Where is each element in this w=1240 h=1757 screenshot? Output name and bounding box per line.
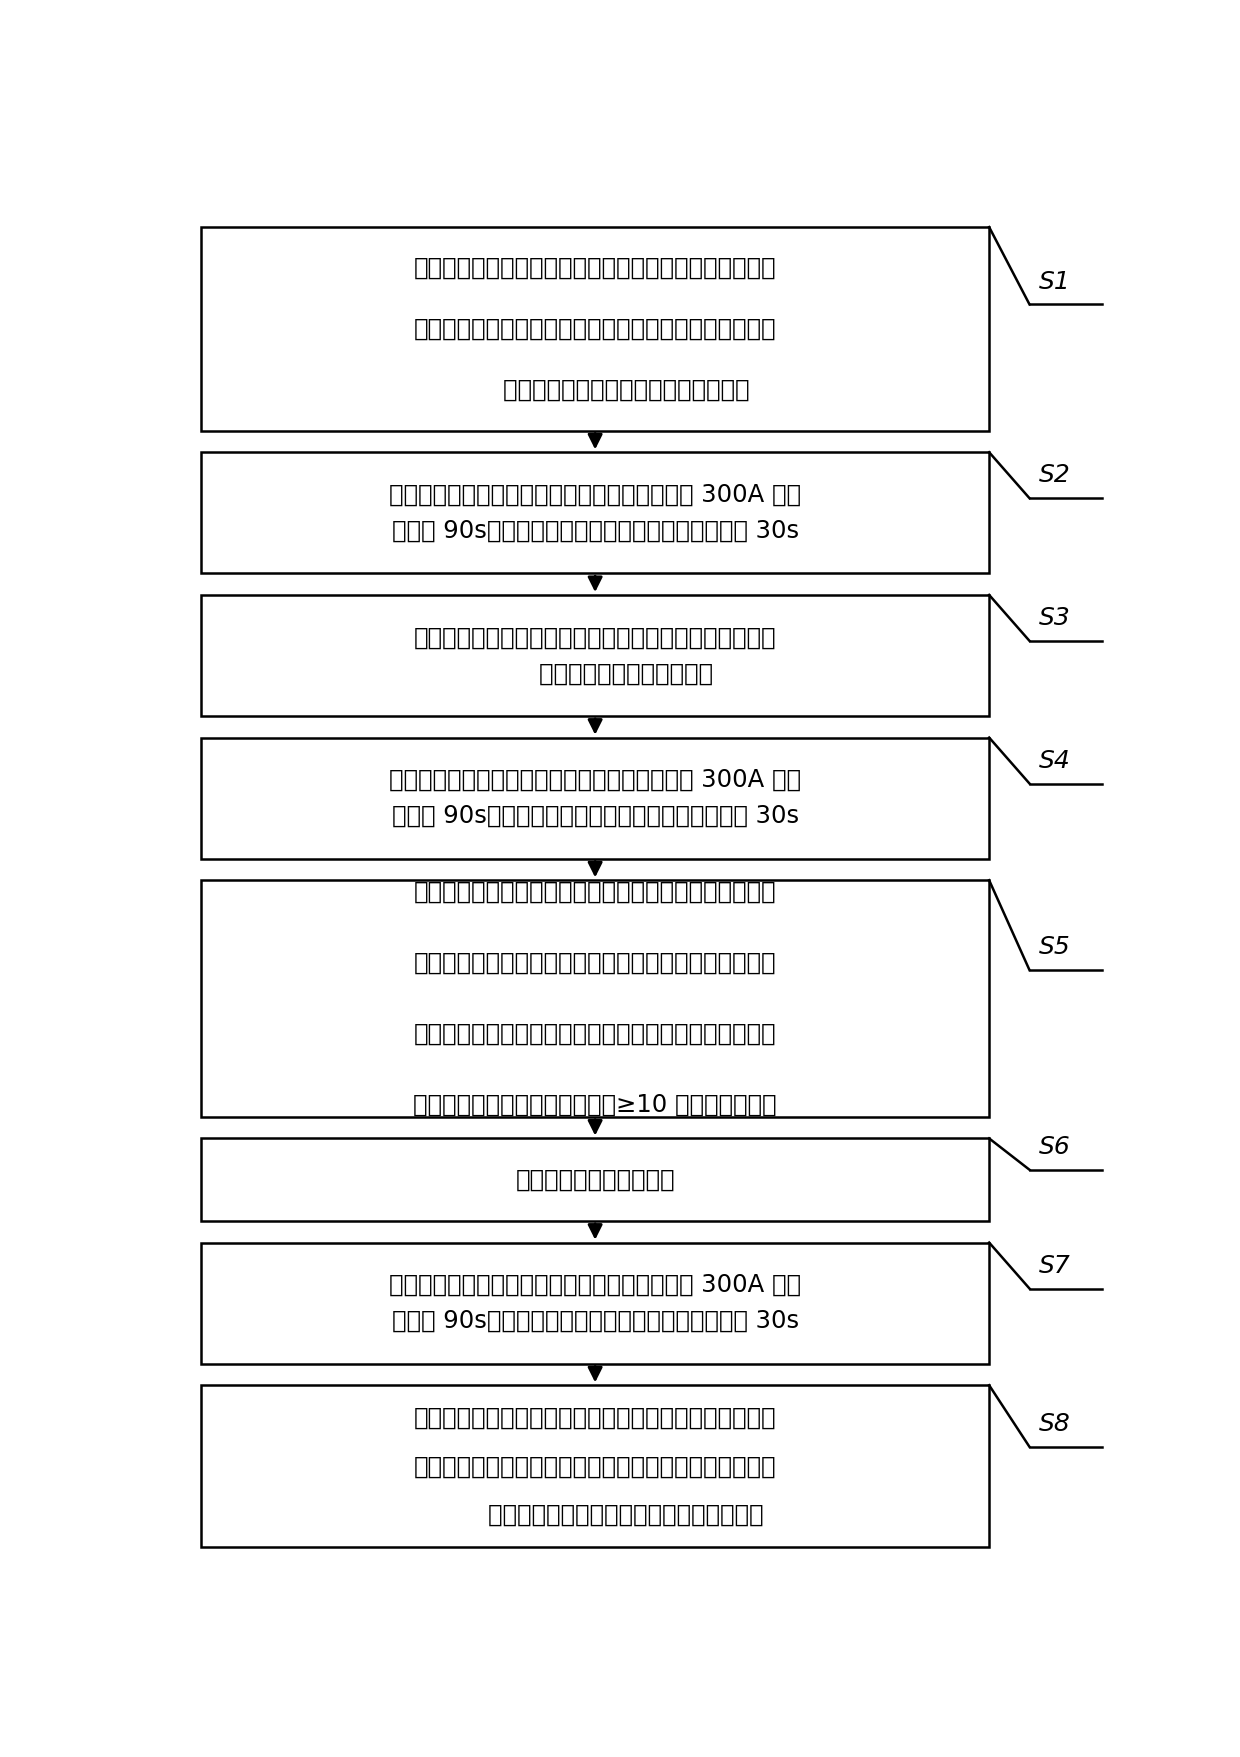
Text: 设定空气的第二温度，氢气的第二温度，空气的第一相对: 设定空气的第二温度，氢气的第二温度，空气的第一相对	[414, 625, 776, 650]
Bar	[201, 1242, 990, 1363]
Text: 的第一露点温度，氢气的第一露点温度: 的第一露点温度，氢气的第一露点温度	[441, 378, 749, 402]
Text: 设定空气的第二相对湿度: 设定空气的第二相对湿度	[516, 1168, 675, 1191]
Text: 向燃料电池电堆加载电流，并使燃料电池电堆在 300A 下持: 向燃料电池电堆加载电流，并使燃料电池电堆在 300A 下持	[389, 1272, 801, 1297]
Bar	[201, 452, 990, 573]
Bar	[201, 227, 990, 430]
Bar	[201, 596, 990, 715]
Text: 一步骤，直至所述输出功率不再升高，或所述平均电压不: 一步骤，直至所述输出功率不再升高，或所述平均电压不	[414, 1023, 776, 1045]
Text: S2: S2	[1039, 464, 1071, 487]
Text: 水的第一温度，空气的第一温度，氢气的第一温度，空气: 水的第一温度，空气的第一温度，氢气的第一温度，空气	[414, 316, 776, 341]
Text: 再升高，或重复上一步骤的次数≥10 次才进行下一步: 再升高，或重复上一步骤的次数≥10 次才进行下一步	[413, 1093, 777, 1117]
Text: 率低于预设功率，或者所述平均电压低于预设电压，则重: 率低于预设功率，或者所述平均电压低于预设电压，则重	[414, 1455, 776, 1478]
Text: 向燃料电池电堆加载电流，并使燃料电池电堆在 300A 下持: 向燃料电池电堆加载电流，并使燃料电池电堆在 300A 下持	[389, 768, 801, 792]
Text: 湿度，氢气的第一相对湿度: 湿度，氢气的第一相对湿度	[477, 662, 713, 685]
Text: 续运行 90s，然后使燃料电池电堆停止运行，并持续 30s: 续运行 90s，然后使燃料电池电堆停止运行，并持续 30s	[392, 805, 799, 828]
Text: 续运行 90s，然后使燃料电池电堆停止运行，并持续 30s: 续运行 90s，然后使燃料电池电堆停止运行，并持续 30s	[392, 1309, 799, 1334]
Text: 续运行 90s，然后使燃料电池电堆停止运行，并持续 30s: 续运行 90s，然后使燃料电池电堆停止运行，并持续 30s	[392, 518, 799, 543]
Text: 率或所述平均电压不再升高，则进行下一步，否则重复上: 率或所述平均电压不再升高，则进行下一步，否则重复上	[414, 951, 776, 975]
Text: S4: S4	[1039, 748, 1071, 773]
Text: S1: S1	[1039, 269, 1071, 293]
Text: S8: S8	[1039, 1413, 1071, 1435]
Text: 向燃料电池电堆中通入冷却水、氢气和空气，并设定冷却: 向燃料电池电堆中通入冷却水、氢气和空气，并设定冷却	[414, 257, 776, 279]
Text: 检测燃料电池电堆的输出功率或平均电压，若所述输出功: 检测燃料电池电堆的输出功率或平均电压，若所述输出功	[414, 880, 776, 905]
Text: S5: S5	[1039, 935, 1071, 959]
Text: 复上一步骤，否则完成燃料电池电堆的活化: 复上一步骤，否则完成燃料电池电堆的活化	[427, 1502, 764, 1527]
Text: 向燃料电池电堆加载电流，并使燃料电池电堆在 300A 下持: 向燃料电池电堆加载电流，并使燃料电池电堆在 300A 下持	[389, 483, 801, 506]
Bar	[201, 880, 990, 1117]
Text: S3: S3	[1039, 606, 1071, 631]
Bar	[201, 1385, 990, 1548]
Bar	[201, 738, 990, 859]
Text: S6: S6	[1039, 1135, 1071, 1160]
Bar	[201, 1139, 990, 1221]
Text: S7: S7	[1039, 1254, 1071, 1277]
Text: 检测燃料电池电堆的输出功率或平均电压；若所述输出功: 检测燃料电池电堆的输出功率或平均电压；若所述输出功	[414, 1406, 776, 1430]
